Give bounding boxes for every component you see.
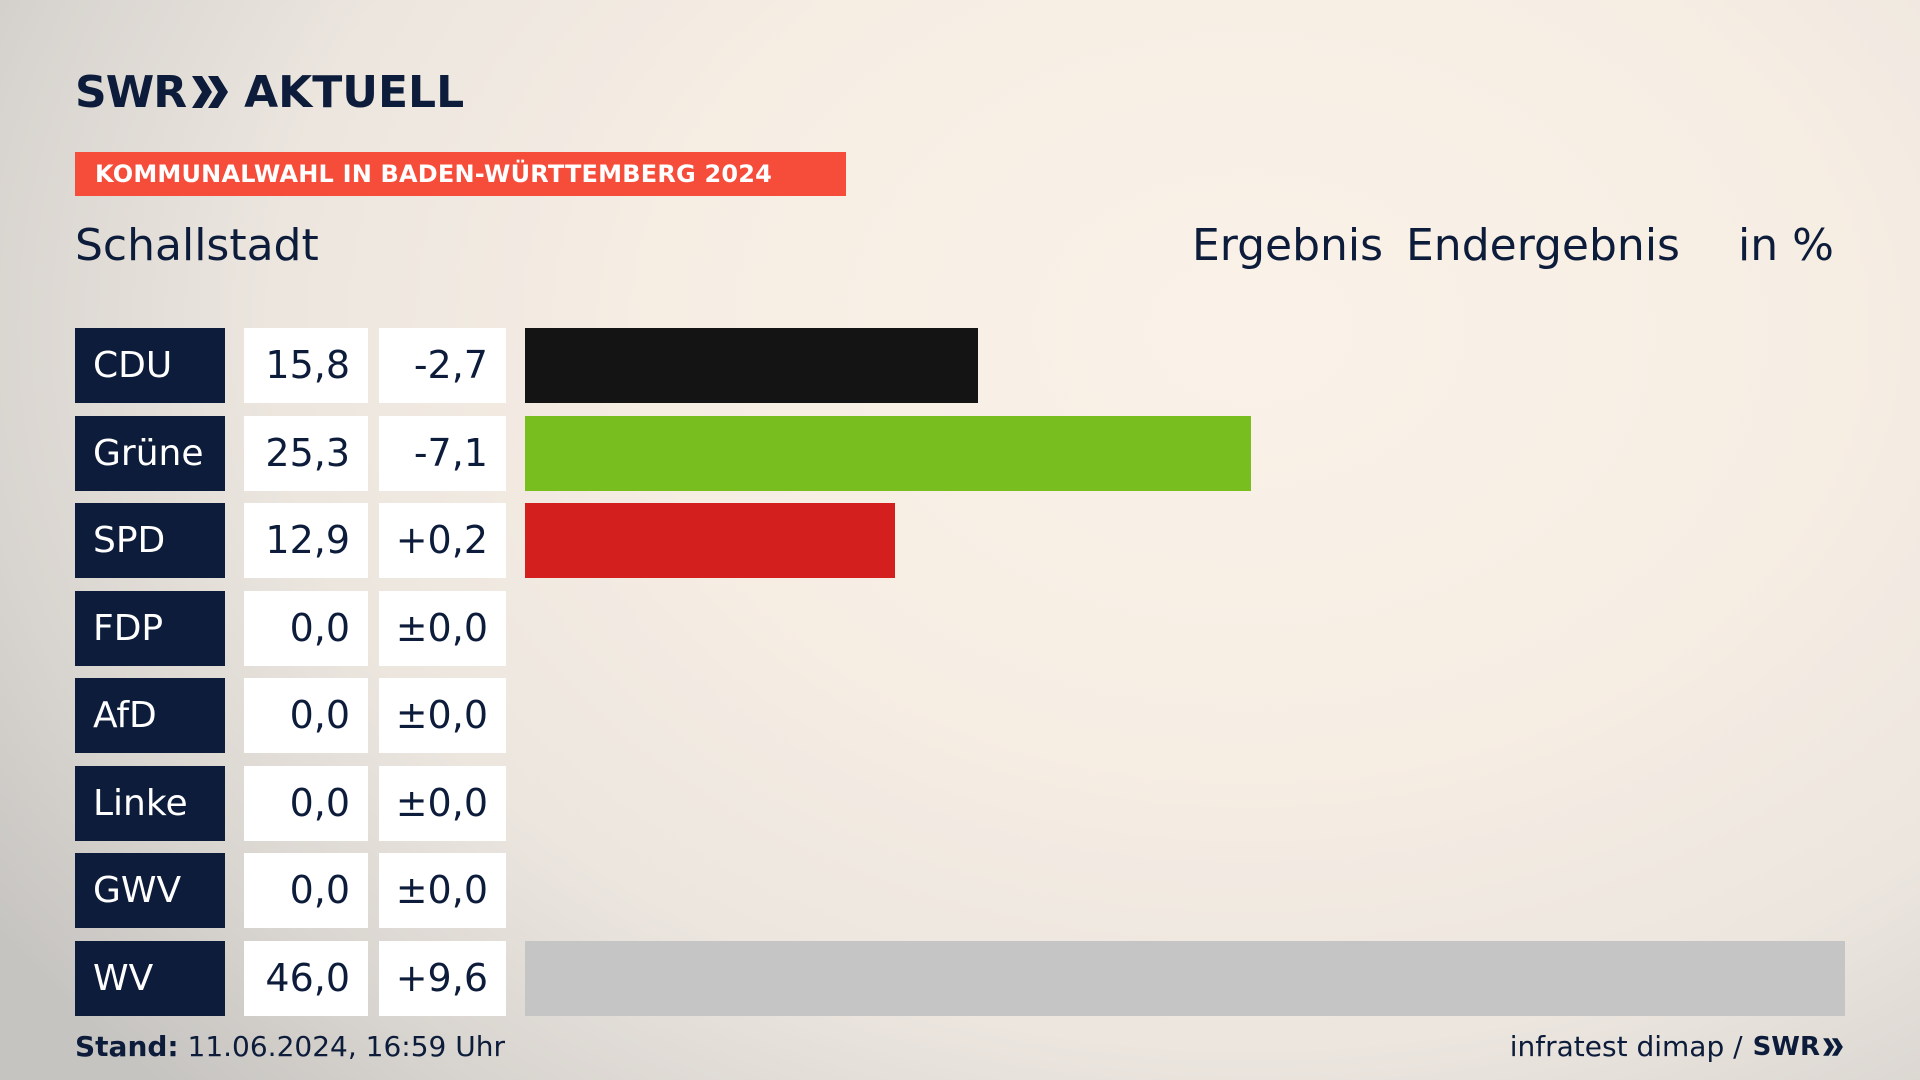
header-unit: in % bbox=[1738, 220, 1834, 271]
bar-wv bbox=[525, 940, 1845, 1016]
party-label-grne: Grüne bbox=[75, 415, 225, 491]
diff-label-fdp: ±0,0 bbox=[379, 590, 506, 666]
party-label-linke: Linke bbox=[75, 765, 225, 841]
diff-label-linke: ±0,0 bbox=[379, 765, 506, 841]
place-title: Schallstadt bbox=[75, 220, 319, 271]
value-label-cdu: 15,8 bbox=[244, 328, 368, 403]
stand-label: Stand: bbox=[75, 1030, 179, 1063]
party-label-cdu: CDU bbox=[75, 328, 225, 403]
timestamp: Stand: 11.06.2024, 16:59 Uhr bbox=[75, 1030, 505, 1063]
diff-label-gwv: ±0,0 bbox=[379, 853, 506, 928]
header-status: Endergebnis bbox=[1406, 220, 1680, 271]
election-banner: KOMMUNALWAHL IN BADEN-WÜRTTEMBERG 2024 bbox=[75, 152, 846, 196]
diff-label-grne: -7,1 bbox=[379, 415, 506, 491]
diff-label-wv: +9,6 bbox=[379, 940, 506, 1016]
diff-label-spd: +0,2 bbox=[379, 503, 506, 578]
party-label-spd: SPD bbox=[75, 503, 225, 578]
source-brand: SWR bbox=[1752, 1031, 1820, 1062]
diff-label-cdu: -2,7 bbox=[379, 328, 506, 403]
value-label-linke: 0,0 bbox=[244, 765, 368, 841]
logo-aktuell-text: AKTUELL bbox=[244, 66, 465, 118]
party-label-wv: WV bbox=[75, 940, 225, 1016]
value-label-wv: 46,0 bbox=[244, 940, 368, 1016]
party-label-afd: AfD bbox=[75, 678, 225, 753]
bar-cdu bbox=[525, 328, 978, 403]
value-label-fdp: 0,0 bbox=[244, 590, 368, 666]
swr-aktuell-logo: SWR AKTUELL bbox=[75, 66, 464, 118]
party-label-gwv: GWV bbox=[75, 853, 225, 928]
stand-value: 11.06.2024, 16:59 Uhr bbox=[178, 1030, 505, 1063]
bar-grne bbox=[525, 415, 1251, 491]
value-label-grne: 25,3 bbox=[244, 415, 368, 491]
header-result: Ergebnis bbox=[1192, 220, 1384, 271]
value-label-afd: 0,0 bbox=[244, 678, 368, 753]
value-label-spd: 12,9 bbox=[244, 503, 368, 578]
source-text: infratest dimap / bbox=[1509, 1030, 1743, 1063]
value-label-gwv: 0,0 bbox=[244, 853, 368, 928]
logo-swr-text: SWR bbox=[75, 66, 187, 118]
bar-spd bbox=[525, 503, 895, 578]
double-chevron-icon bbox=[192, 76, 229, 108]
diff-label-afd: ±0,0 bbox=[379, 678, 506, 753]
party-label-fdp: FDP bbox=[75, 590, 225, 666]
small-double-chevron-icon bbox=[1823, 1037, 1843, 1056]
source-credit: infratest dimap / SWR bbox=[1510, 1030, 1844, 1063]
